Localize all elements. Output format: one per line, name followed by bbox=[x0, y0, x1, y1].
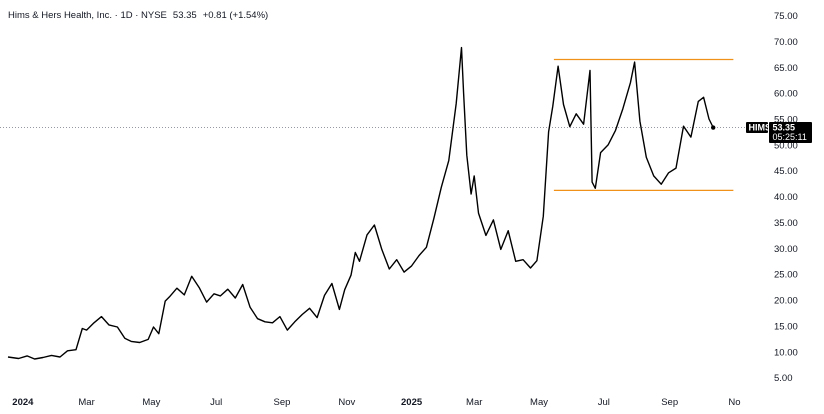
ticker-tag-box bbox=[746, 122, 768, 134]
y-tick-label: 25.00 bbox=[774, 270, 798, 281]
chart-header: Hims & Hers Health, Inc. · 1D · NYSE 53.3… bbox=[8, 10, 268, 21]
y-tick-label: 20.00 bbox=[774, 296, 798, 307]
last-price-value: 53.35 bbox=[173, 10, 197, 21]
ticker-tag-label: HIMS bbox=[749, 123, 772, 133]
y-tick-label: 15.00 bbox=[774, 321, 798, 332]
y-tick-label: 50.00 bbox=[774, 140, 798, 151]
x-tick-label: Mar bbox=[78, 397, 94, 408]
last-price-dot bbox=[711, 125, 716, 130]
x-tick-label: Nov bbox=[338, 397, 355, 408]
x-tick-label: Mar bbox=[466, 397, 482, 408]
price-tag-label: 53.35 bbox=[773, 123, 796, 133]
y-tick-label: 5.00 bbox=[774, 373, 793, 384]
x-tick-label: Jul bbox=[598, 397, 610, 408]
y-axis[interactable]: 75.00 70.00 65.00 60.00 55.00 50.00 45.00 40.00… bbox=[774, 11, 798, 384]
y-tick-label: 35.00 bbox=[774, 218, 798, 229]
y-tick-label: 75.00 bbox=[774, 11, 798, 22]
x-tick-label: No bbox=[728, 397, 740, 408]
y-tick-label: 10.00 bbox=[774, 347, 798, 358]
x-axis[interactable]: 2024 Mar May Jul Sep Nov 2025 Mar May Jul Sep No bbox=[12, 397, 740, 408]
y-tick-label: 70.00 bbox=[774, 37, 798, 48]
y-tick-label: 40.00 bbox=[774, 192, 798, 203]
y-tick-label: 60.00 bbox=[774, 89, 798, 100]
y-tick-label: 65.00 bbox=[774, 63, 798, 74]
y-tick-label: 55.00 bbox=[774, 114, 798, 125]
x-tick-label: Sep bbox=[274, 397, 291, 408]
x-tick-label: 2024 bbox=[12, 397, 34, 408]
y-tick-label: 30.00 bbox=[774, 244, 798, 255]
x-tick-label: Sep bbox=[661, 397, 678, 408]
price-tag-box bbox=[769, 122, 812, 144]
price-tag[interactable]: HIMS 53.35 05:25:11 bbox=[746, 122, 812, 144]
countdown-label: 05:25:11 bbox=[773, 132, 807, 142]
channel-lines[interactable] bbox=[553, 58, 734, 191]
price-change: +0.81 (+1.54%) bbox=[203, 10, 269, 21]
price-line-series[interactable] bbox=[7, 46, 714, 360]
x-tick-label: May bbox=[530, 397, 548, 408]
x-tick-label: May bbox=[142, 397, 160, 408]
x-tick-label: Jul bbox=[210, 397, 222, 408]
chart-title: Hims & Hers Health, Inc. · 1D · NYSE bbox=[8, 10, 167, 21]
x-tick-label: 2025 bbox=[401, 397, 423, 408]
y-tick-label: 45.00 bbox=[774, 166, 798, 177]
